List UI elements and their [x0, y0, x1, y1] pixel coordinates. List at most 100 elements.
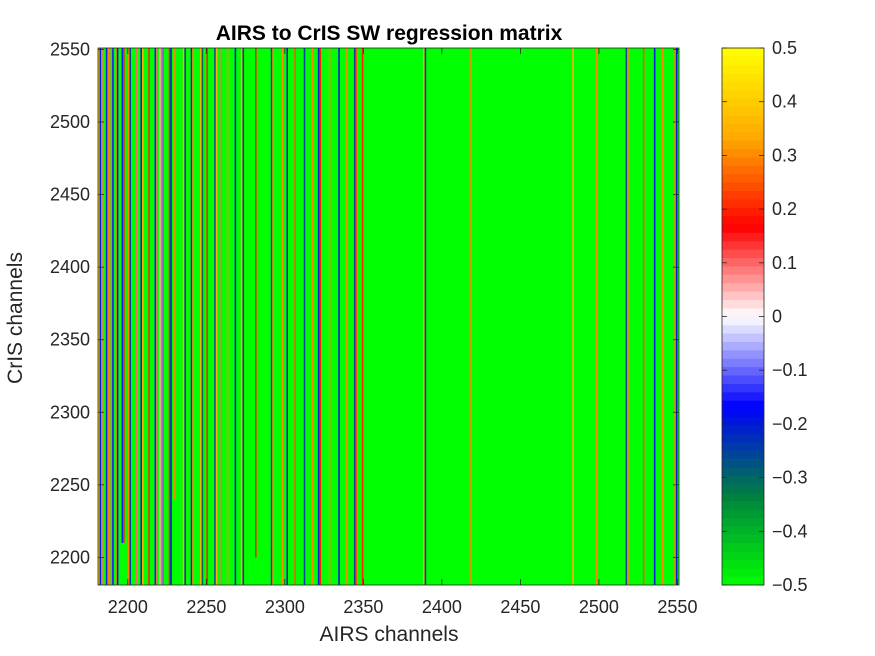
colorbar-band [722, 282, 764, 292]
colorbar-band [722, 501, 764, 510]
heatmap-column-13-1 [184, 48, 186, 585]
colorbar-band [722, 207, 764, 217]
colorbar-band [722, 383, 764, 393]
colorbar-band [722, 534, 764, 544]
colorbar-band [722, 492, 764, 502]
heatmap-column-1-1 [107, 48, 109, 585]
heatmap-column-2-1 [112, 48, 114, 585]
colorbar-band [722, 433, 764, 443]
heatmap-column-43-0 [674, 48, 676, 585]
colorbar-band [722, 316, 764, 326]
colorbar-band [722, 576, 764, 586]
x-tick-label: 2300 [265, 597, 305, 617]
heatmap-column-34-0 [361, 48, 364, 585]
heatmap-column-22-0 [255, 48, 257, 558]
x-tick-label: 2400 [422, 597, 462, 617]
colorbar-band [722, 182, 764, 191]
heatmap-plot-area [97, 47, 680, 586]
x-tick-label: 2250 [186, 597, 226, 617]
heatmap-column-12-0 [173, 48, 175, 500]
heatmap-column-0-1 [99, 48, 102, 585]
heatmap-column-40-0 [642, 48, 645, 585]
heatmap-column-33-0 [353, 48, 356, 585]
heatmap-column-31-0 [338, 48, 340, 585]
heatmap-column-39-0 [625, 48, 628, 585]
heatmap-column-1-0 [105, 48, 108, 585]
heatmap-column-28-0 [311, 48, 314, 585]
colorbar-band [722, 400, 764, 410]
colorbar-tick-label: 0.4 [772, 92, 797, 112]
heatmap-column-9-1 [156, 48, 158, 585]
colorbar-band [722, 408, 764, 418]
heatmap-column-20-0 [234, 48, 237, 585]
heatmap-column-33-1 [355, 48, 358, 585]
heatmap-column-6-0 [135, 48, 138, 585]
x-tick-label: 2350 [343, 597, 383, 617]
colorbar-band [722, 291, 764, 301]
heatmap-column-10-1 [160, 48, 163, 585]
x-axis-label: AIRS channels [320, 623, 459, 646]
y-axis-ticks: 2200 2250 2300 2350 2400 2450 2500 2550 [50, 39, 679, 567]
colorbar-tick-label: −0.4 [772, 521, 808, 541]
y-axis-label: CrIS channels [4, 252, 27, 384]
colorbar-band [722, 73, 764, 82]
heatmap-column-4-0 [121, 48, 124, 543]
heatmap-column-17-1 [215, 48, 218, 585]
colorbar-tick-label: 0.2 [772, 199, 797, 219]
colorbar-band [722, 148, 764, 158]
heatmap-column-42-0 [661, 48, 664, 585]
colorbar-band [722, 249, 764, 259]
colorbar-band [722, 215, 764, 225]
colorbar-tick-label: −0.5 [772, 575, 808, 595]
y-tick-label: 2200 [50, 547, 90, 567]
colorbar-band [722, 308, 764, 317]
colorbar-band [722, 450, 764, 460]
y-tick-label: 2500 [50, 112, 90, 132]
heatmap-column-14-1 [192, 48, 194, 585]
colorbar-tick-label: −0.1 [772, 360, 808, 380]
heatmap-column-15-0 [200, 48, 202, 585]
colorbar-band [722, 568, 764, 577]
colorbar-band [722, 48, 764, 57]
heatmap-column-3-0 [115, 48, 117, 585]
heatmap-column-23-0 [270, 48, 273, 585]
y-tick-label: 2550 [50, 39, 90, 59]
colorbar-band [722, 543, 764, 552]
colorbar-band [722, 375, 764, 384]
heatmap-column-35-1 [424, 48, 427, 585]
colorbar-band [722, 274, 764, 284]
y-tick-label: 2450 [50, 185, 90, 205]
colorbar-band [722, 442, 764, 452]
heatmap-column-3-1 [116, 48, 119, 585]
heatmap-column-43-1 [675, 48, 678, 585]
colorbar-band [722, 467, 764, 477]
colorbar-band [722, 324, 764, 334]
plot-frame [97, 47, 680, 586]
heatmap-column-2-0 [110, 48, 113, 585]
heatmap-column-26-0 [294, 48, 296, 585]
heatmap-column-14-0 [190, 48, 193, 585]
heatmap-column-32-0 [346, 48, 348, 585]
x-tick-label: 2200 [108, 597, 148, 617]
heatmap-column-4-1 [123, 48, 125, 543]
x-axis-ticks: 2200 2250 2300 2350 2400 2450 2500 2550 [108, 48, 697, 617]
heatmap-column-25-0 [286, 48, 288, 585]
colorbar-band [722, 140, 764, 149]
y-tick-label: 2350 [50, 330, 90, 350]
heatmap-column-11-1 [170, 48, 172, 585]
heatmap-column-18-0 [220, 48, 223, 585]
x-tick-label: 2500 [579, 597, 619, 617]
heatmap-column-5-1 [129, 48, 131, 585]
colorbar-band [722, 240, 764, 250]
colorbar-band [722, 358, 764, 368]
heatmap-column-8-0 [148, 48, 150, 585]
heatmap-column-17-0 [214, 48, 216, 585]
colorbar-band [722, 559, 764, 569]
colorbar-tick-label: 0 [772, 307, 782, 327]
heatmap-column-9-0 [154, 48, 157, 585]
heatmap-column-15-1 [201, 48, 204, 585]
colorbar-band [722, 190, 764, 200]
heatmap-background [98, 48, 679, 585]
colorbar-band [722, 417, 764, 426]
colorbar-tick-label: −0.2 [772, 414, 808, 434]
